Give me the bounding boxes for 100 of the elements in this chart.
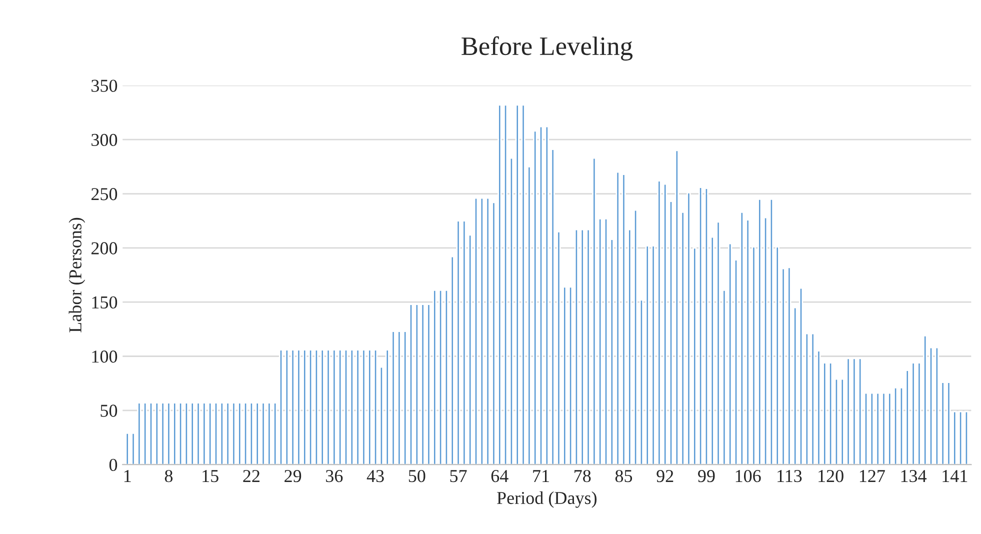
- x-tick-label: 141: [942, 470, 968, 482]
- x-tick-label: 120: [818, 470, 844, 482]
- x-tick-label: 43: [366, 470, 384, 482]
- bar: [663, 183, 668, 465]
- y-tick-label: 200: [91, 242, 118, 254]
- x-tick-label: 57: [450, 470, 467, 482]
- bar: [184, 402, 188, 465]
- bar: [172, 402, 177, 465]
- bar: [610, 238, 614, 465]
- bar: [710, 236, 714, 465]
- x-tick-label: 106: [736, 470, 761, 482]
- bar: [568, 286, 573, 465]
- bar: [220, 402, 224, 465]
- x-axis-title: Period (Days): [497, 491, 597, 508]
- x-tick-label: 1: [124, 470, 131, 482]
- bar: [639, 299, 644, 465]
- chart-title: Before Leveling: [462, 36, 632, 61]
- x-tick-label: 85: [615, 470, 632, 482]
- bar: [870, 392, 874, 465]
- bar: [344, 349, 348, 465]
- bar: [350, 349, 354, 465]
- bar: [403, 330, 408, 465]
- bar: [769, 198, 774, 465]
- bar: [408, 304, 414, 465]
- bar: [894, 386, 898, 465]
- bar: [509, 157, 514, 465]
- x-tick-label: 29: [284, 470, 302, 482]
- bar: [804, 332, 809, 465]
- bar: [379, 366, 384, 465]
- bar: [244, 402, 248, 465]
- bar: [858, 358, 862, 465]
- bar: [934, 346, 939, 465]
- bar: [444, 289, 448, 465]
- bar: [208, 402, 212, 465]
- bar: [533, 130, 538, 465]
- bar: [840, 378, 844, 465]
- bar: [923, 334, 928, 465]
- bar: [740, 211, 744, 465]
- bar: [538, 126, 544, 465]
- bar: [604, 218, 608, 465]
- bar: [574, 228, 578, 465]
- bar: [764, 216, 768, 465]
- x-tick-label: 50: [408, 470, 426, 482]
- bar: [834, 378, 838, 465]
- bar: [674, 150, 679, 465]
- y-tick-label: 100: [92, 350, 118, 363]
- bar: [544, 126, 549, 465]
- x-tick-label: 127: [860, 470, 885, 482]
- x-tick-label: 8: [164, 470, 173, 482]
- bar: [468, 234, 472, 465]
- bar: [899, 386, 904, 465]
- bar: [734, 259, 738, 465]
- bar: [338, 349, 342, 465]
- bar: [958, 410, 963, 465]
- bar: [775, 246, 780, 465]
- bar: [214, 402, 218, 465]
- bar: [249, 402, 254, 465]
- bar: [928, 346, 934, 465]
- bar: [178, 402, 183, 465]
- y-tick-label: 350: [92, 80, 118, 92]
- bar: [498, 104, 502, 465]
- bar: [238, 402, 242, 465]
- bar: [964, 410, 968, 465]
- x-tick-label: 78: [574, 470, 591, 482]
- bar: [562, 286, 567, 465]
- bar: [905, 370, 910, 465]
- bar: [148, 402, 154, 465]
- bar: [828, 362, 833, 465]
- bar: [798, 287, 804, 465]
- bar: [278, 349, 284, 465]
- y-tick-label: 250: [91, 188, 118, 200]
- x-tick-label: 71: [533, 470, 549, 482]
- x-tick-label: 15: [202, 470, 218, 482]
- bar: [698, 186, 703, 465]
- x-tick-label: 99: [698, 470, 715, 482]
- x-tick-label: 22: [243, 470, 260, 482]
- y-axis-title: Labor (Persons): [68, 218, 86, 332]
- bar: [598, 218, 602, 465]
- bar: [793, 306, 798, 465]
- bar: [504, 104, 508, 465]
- y-tick-label: 300: [92, 134, 118, 146]
- bar: [374, 349, 378, 465]
- bar: [284, 349, 289, 465]
- bar: [864, 392, 868, 465]
- x-tick-label: 134: [901, 470, 927, 482]
- bar: [704, 188, 708, 465]
- bar: [668, 200, 674, 465]
- y-tick-label: 0: [109, 458, 118, 472]
- bar: [308, 349, 313, 465]
- bar: [480, 197, 484, 465]
- x-tick-label: 113: [778, 470, 802, 482]
- bar: [314, 349, 318, 465]
- bar: [432, 289, 437, 465]
- x-tick-label: 92: [656, 470, 674, 482]
- bar: [438, 289, 443, 465]
- bar: [143, 402, 148, 465]
- bar: [368, 349, 372, 465]
- bar: [474, 197, 478, 465]
- y-tick-label: 50: [100, 404, 118, 417]
- x-tick-label: 36: [326, 470, 343, 482]
